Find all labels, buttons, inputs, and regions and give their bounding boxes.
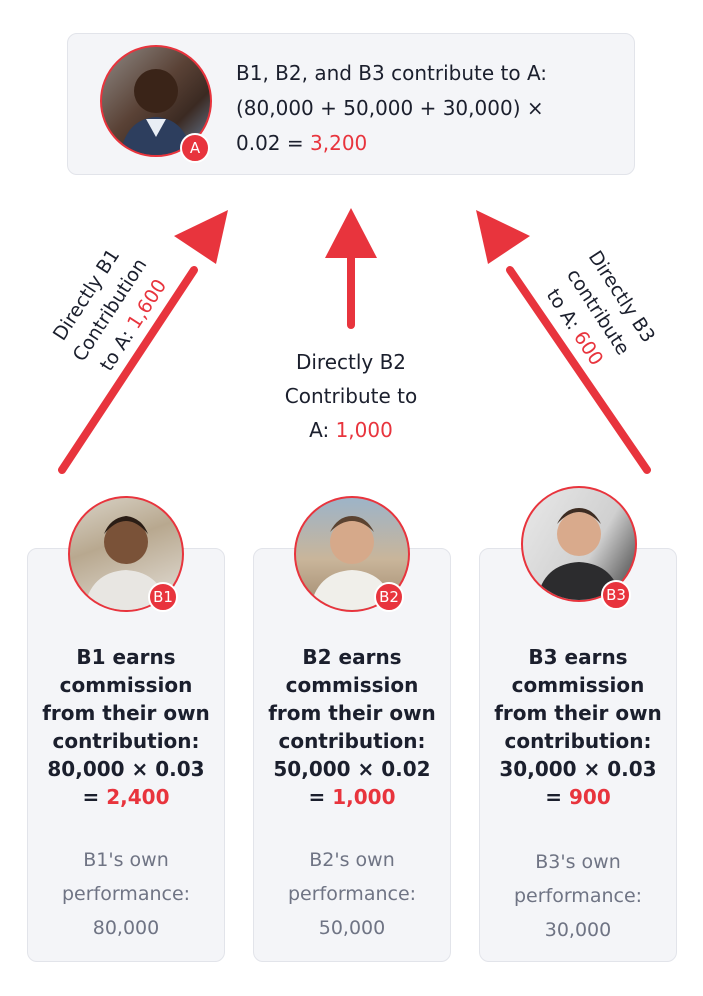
badge-b2: B2 xyxy=(374,582,404,612)
member-b3-line-5: 30,000 × 0.03 xyxy=(499,757,657,781)
member-b1-perf-line-1: B1's own xyxy=(83,849,169,871)
avatar-b1-portrait xyxy=(84,516,168,610)
member-b2-performance: B2's own performance: 50,000 xyxy=(253,843,451,945)
member-b1-perf-line-3: 80,000 xyxy=(92,917,160,939)
label-b2-prefix: A: xyxy=(309,418,336,442)
badge-a: A xyxy=(180,133,210,163)
member-b1-result-prefix: = xyxy=(82,785,107,809)
label-b2: Directly B2 Contribute to A: 1,000 xyxy=(271,345,431,447)
member-b2-line-1: B2 earns xyxy=(302,645,402,669)
avatar-a-portrait xyxy=(120,69,192,155)
member-b1-commission: B1 earns commission from their own contr… xyxy=(27,643,225,811)
member-b3-line-4: contribution: xyxy=(504,729,652,753)
member-b2-result-prefix: = xyxy=(308,785,333,809)
member-b3-performance: B3's own performance: 30,000 xyxy=(479,845,677,947)
member-b3-result-prefix: = xyxy=(545,785,569,809)
member-b3-perf-line-2: performance: xyxy=(513,885,643,907)
member-card-b2 xyxy=(253,548,451,962)
top-line-1: B1, B2, and B3 contribute to A: xyxy=(236,61,548,85)
avatar-a xyxy=(100,45,212,157)
member-b2-perf-line-3: 50,000 xyxy=(318,917,386,939)
member-b1-line-4: contribution: xyxy=(52,729,200,753)
member-b2-line-3: from their own xyxy=(268,701,436,725)
member-b2-perf-line-2: performance: xyxy=(287,883,417,905)
member-b1-line-3: from their own xyxy=(42,701,210,725)
arrow-b3 xyxy=(476,210,651,474)
member-b2-line-4: contribution: xyxy=(278,729,426,753)
member-b1-result: = 2,400 xyxy=(27,783,225,811)
member-b3-line-2: commission xyxy=(511,673,645,697)
avatar-b3-portrait xyxy=(537,508,621,600)
arrow-b2 xyxy=(325,208,377,329)
member-b1-line-1: B1 earns xyxy=(76,645,176,669)
member-b2-line-2: commission xyxy=(285,673,419,697)
member-b2-result-value: 1,000 xyxy=(332,785,396,809)
member-b3-result-value: 900 xyxy=(568,785,611,809)
member-b1-line-2: commission xyxy=(59,673,193,697)
member-b1-result-value: 2,400 xyxy=(106,785,170,809)
top-line-2: (80,000 + 50,000 + 30,000) × xyxy=(236,96,544,120)
avatar-b2-portrait xyxy=(310,516,394,610)
member-b1-performance: B1's own performance: 80,000 xyxy=(27,843,225,945)
member-b3-commission: B3 earns commission from their own contr… xyxy=(479,643,677,811)
member-b3-result: = 900 xyxy=(479,783,677,811)
member-b2-perf-line-1: B2's own xyxy=(309,849,395,871)
label-b2-line-1: Directly B2 xyxy=(295,350,407,374)
member-b1-line-5: 80,000 × 0.03 xyxy=(47,757,205,781)
member-b3-perf-line-3: 30,000 xyxy=(544,919,612,941)
member-b1-perf-line-2: performance: xyxy=(61,883,191,905)
label-b2-line-3: A: 1,000 xyxy=(271,413,431,447)
member-b2-result: = 1,000 xyxy=(253,783,451,811)
member-b2-line-5: 50,000 × 0.02 xyxy=(273,757,431,781)
label-b2-value: 1,000 xyxy=(335,418,393,442)
label-b2-line-2: Contribute to xyxy=(284,384,418,408)
member-b3-line-1: B3 earns xyxy=(528,645,628,669)
top-line-3-prefix: 0.02 = xyxy=(236,131,311,155)
badge-b1: B1 xyxy=(148,582,178,612)
member-b2-commission: B2 earns commission from their own contr… xyxy=(253,643,451,811)
badge-b3: B3 xyxy=(601,580,631,610)
top-total-value: 3,200 xyxy=(310,131,368,155)
member-card-b3 xyxy=(479,548,677,962)
top-formula: B1, B2, and B3 contribute to A: (80,000 … xyxy=(236,56,626,161)
top-line-3: 0.02 = 3,200 xyxy=(236,126,626,161)
member-b3-line-3: from their own xyxy=(494,701,662,725)
member-b3-perf-line-1: B3's own xyxy=(535,851,621,873)
arrow-b1 xyxy=(58,210,228,474)
